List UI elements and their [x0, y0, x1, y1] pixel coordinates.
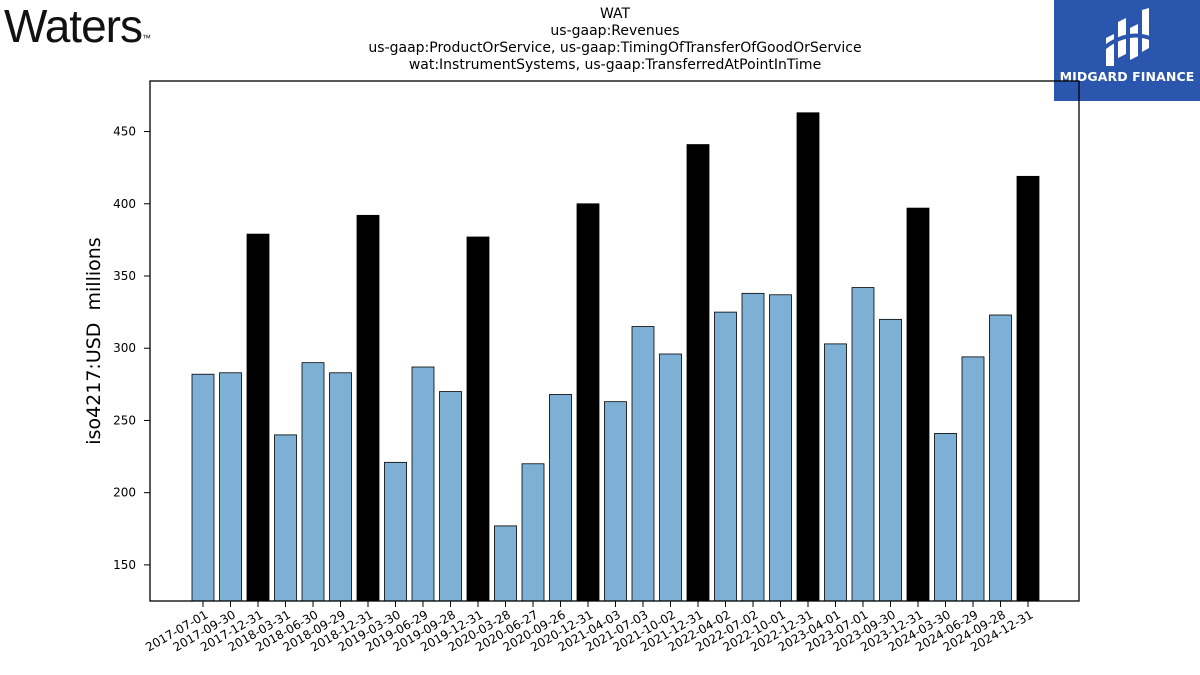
chart-subtitle-members: wat:InstrumentSystems, us-gaap:Transferr…	[408, 57, 822, 73]
bar-2021-07-03	[631, 326, 655, 602]
bar-2017-07-01	[191, 373, 215, 602]
bar-2023-04-01	[824, 343, 847, 602]
bar-2021-04-03	[604, 401, 627, 602]
y-tick-label-250: 250	[113, 413, 136, 427]
bar-2021-12-31	[686, 144, 710, 602]
chart-title: WAT	[599, 6, 631, 22]
bar-2022-07-02	[741, 292, 765, 602]
midgard-finance-badge: MIDGARD FINANCE	[1054, 0, 1200, 101]
chart-subtitle-axes: us-gaap:ProductOrService, us-gaap:Timing…	[368, 40, 862, 56]
chart-title-block: WAT us-gaap:Revenues us-gaap:ProductOrSe…	[300, 6, 930, 74]
bar-2020-12-31	[576, 203, 600, 602]
bar-2019-09-28	[439, 391, 462, 602]
y-tick-label-350: 350	[113, 269, 136, 283]
waters-logo: Waters™	[4, 0, 151, 52]
y-tick-label-200: 200	[113, 486, 136, 500]
plot-frame	[149, 80, 1080, 602]
y-tick-label-400: 400	[113, 197, 136, 211]
bar-2023-07-01	[851, 287, 875, 602]
bar-2024-03-30	[934, 433, 957, 602]
bar-2018-06-30	[301, 362, 325, 602]
y-tick-label-300: 300	[113, 341, 136, 355]
bar-2022-12-31	[796, 112, 820, 602]
y-axis-label: iso4217:USD millions	[83, 237, 105, 444]
bar-2023-09-30	[879, 318, 902, 602]
y-tick-label-450: 450	[113, 125, 136, 139]
bar-2020-06-27	[521, 463, 545, 602]
bar-2017-12-31	[246, 233, 270, 602]
bar-2018-09-29	[329, 372, 352, 602]
waters-logo-text: Waters	[4, 0, 143, 52]
midgard-finance-label: MIDGARD FINANCE	[1059, 69, 1195, 84]
bar-2023-12-31	[906, 207, 930, 602]
bar-2020-09-26	[549, 394, 572, 602]
bar-2019-12-31	[466, 236, 490, 602]
y-tick-label-150: 150	[113, 558, 136, 572]
midgard-logo-icon	[1102, 8, 1151, 66]
bar-2018-12-31	[356, 214, 380, 602]
bar-2024-09-28	[989, 314, 1012, 602]
bar-2018-03-31	[274, 434, 297, 602]
bar-2021-10-02	[659, 353, 682, 602]
bar-2017-09-30	[219, 372, 242, 602]
bar-2019-03-30	[384, 461, 407, 602]
waters-logo-tm: ™	[141, 33, 151, 43]
chart-subtitle-concept: us-gaap:Revenues	[550, 23, 680, 39]
bar-2022-04-02	[714, 311, 737, 602]
bar-2019-06-29	[411, 366, 435, 602]
bar-2022-10-01	[769, 294, 792, 602]
bar-2020-03-28	[494, 525, 517, 602]
bar-2024-12-31	[1016, 175, 1040, 602]
bar-2024-06-29	[961, 356, 985, 602]
